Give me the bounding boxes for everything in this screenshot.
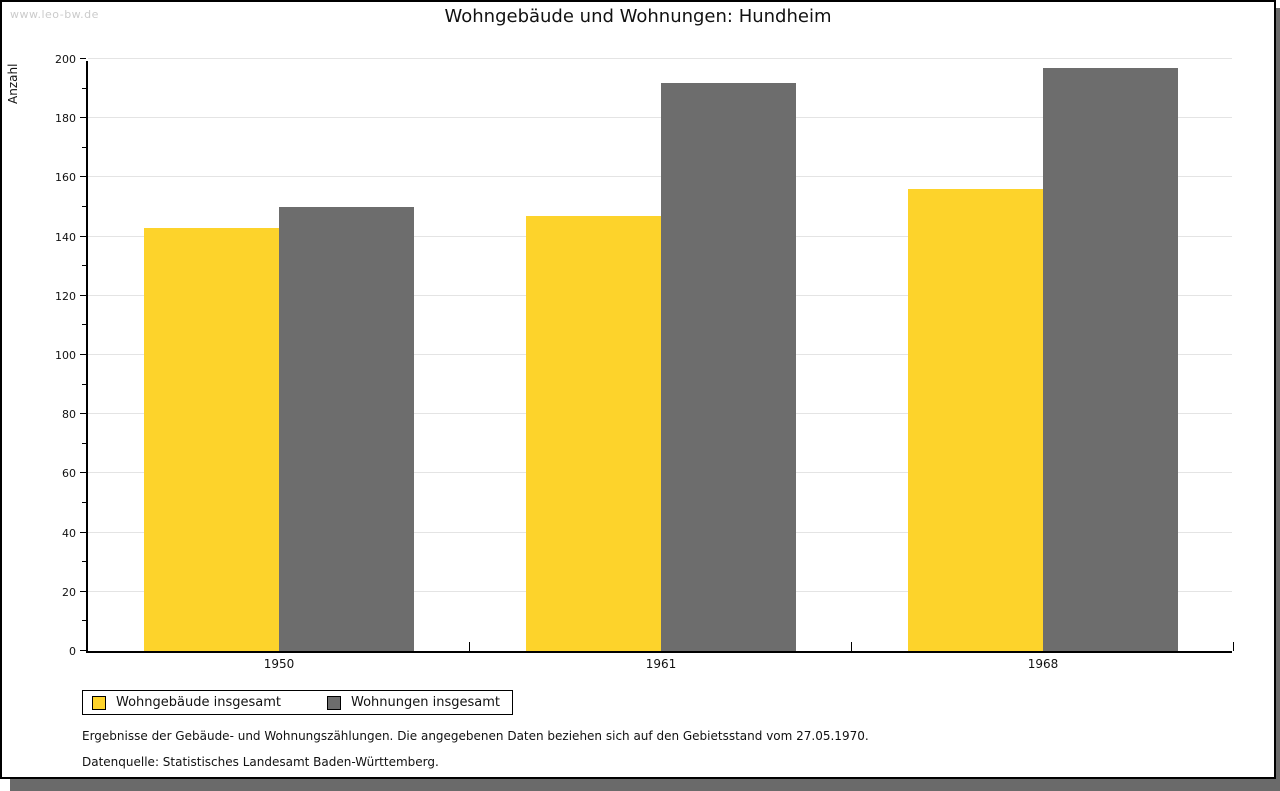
y-axis-title: Anzahl — [6, 63, 20, 104]
y-tick-minor-110 — [82, 324, 86, 326]
x-category-label-1950: 1950 — [263, 657, 295, 671]
y-tick-minor-30 — [82, 561, 86, 563]
y-tick-major-40 — [80, 531, 86, 533]
y-tick-minor-90 — [82, 383, 86, 385]
y-tick-major-160 — [80, 176, 86, 178]
bar-wohnungen-1950 — [279, 207, 414, 651]
footnote-line1: Ergebnisse der Gebäude- und Wohnungszähl… — [82, 729, 869, 743]
y-tick-label-80: 80 — [62, 408, 76, 422]
bar-wohnungen-1961 — [661, 82, 796, 651]
y-tick-label-160: 160 — [55, 171, 76, 185]
x-tick-2 — [851, 642, 852, 651]
y-tick-minor-150 — [82, 206, 86, 207]
y-tick-label-140: 140 — [55, 230, 76, 244]
y-tick-major-80 — [80, 413, 86, 415]
legend-item-wohnungen: Wohnungen insgesamt — [327, 695, 500, 710]
y-tick-major-120 — [80, 294, 86, 296]
plot-area: 0 20 40 60 80 100 120 140 160 180 200 1950 1961 1968 — [55, 54, 1234, 671]
x-tick-3 — [1233, 642, 1234, 651]
bar-wohngebäude-1950 — [144, 227, 279, 651]
y-tick-label-200: 200 — [55, 53, 76, 66]
page-shadow-right — [1276, 8, 1280, 779]
legend-swatch-gray — [327, 695, 341, 710]
x-category-label-1968: 1968 — [1027, 657, 1059, 671]
y-tick-label-20: 20 — [62, 585, 76, 599]
y-tick-major-60 — [80, 472, 86, 474]
y-tick-minor-70 — [82, 442, 86, 444]
legend-item-wohngebaeude: Wohngebäude insgesamt — [92, 695, 281, 710]
y-tick-label-180: 180 — [55, 112, 76, 126]
page-shadow-bottom — [10, 779, 1280, 791]
legend: Wohngebäude insgesamt Wohnungen insgesam… — [82, 690, 513, 715]
gridline-y-200 — [88, 58, 1232, 59]
y-tick-label-100: 100 — [55, 349, 76, 362]
y-tick-label-120: 120 — [55, 289, 76, 303]
y-tick-label-0: 0 — [69, 645, 76, 658]
y-tick-major-20 — [80, 590, 86, 592]
legend-label: Wohnungen insgesamt — [351, 695, 500, 710]
bar-wohngebäude-1961 — [526, 215, 661, 651]
y-tick-minor-50 — [82, 502, 86, 503]
y-tick-minor-170 — [82, 146, 86, 148]
legend-label: Wohngebäude insgesamt — [116, 695, 281, 710]
chart-title: Wohngebäude und Wohnungen: Hundheim — [444, 6, 832, 27]
x-tick-1 — [469, 642, 470, 651]
x-category-label-1961: 1961 — [645, 657, 677, 671]
y-tick-major-180 — [80, 117, 86, 119]
gridline-y-160 — [88, 176, 1232, 178]
y-tick-minor-190 — [82, 87, 86, 89]
gridline-y-180 — [88, 117, 1232, 119]
watermark: www.leo-bw.de — [10, 8, 99, 21]
y-tick-major-200 — [80, 58, 86, 59]
y-tick-major-140 — [80, 235, 86, 237]
footnote-line2: Datenquelle: Statistisches Landesamt Bad… — [82, 755, 439, 769]
y-tick-minor-10 — [82, 620, 86, 622]
bar-wohngebäude-1968 — [908, 189, 1043, 651]
y-tick-major-0 — [80, 650, 86, 651]
legend-swatch-yellow — [92, 695, 106, 710]
y-tick-label-60: 60 — [62, 467, 76, 481]
y-tick-major-100 — [80, 354, 86, 355]
y-tick-label-40: 40 — [62, 526, 76, 540]
bar-wohnungen-1968 — [1043, 67, 1178, 651]
y-tick-minor-130 — [82, 265, 86, 267]
